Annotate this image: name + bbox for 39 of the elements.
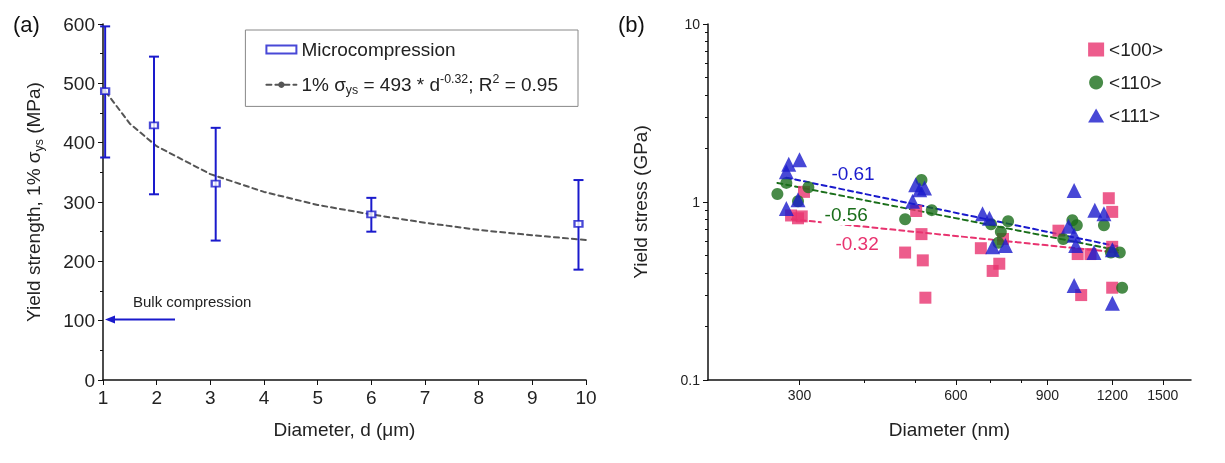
x-tick-label: 5: [312, 387, 323, 408]
annotation: -0.56: [824, 204, 868, 226]
y-tick-label: 100: [63, 310, 95, 332]
x-tick-label: 7: [419, 387, 431, 408]
annotation: -0.32: [835, 233, 879, 255]
y-tick-label: 0.1: [680, 372, 701, 388]
x-tick-label: 1500: [1147, 387, 1179, 403]
legend-label: <110>: [1109, 72, 1162, 93]
x-tick-label: 600: [944, 387, 968, 403]
chart-title: (a): [13, 11, 40, 37]
y-tick-label: 400: [63, 132, 95, 154]
x-tick-label: 4: [258, 387, 270, 408]
annotation: Bulk compression: [133, 293, 252, 311]
x-tick-label: 6: [366, 387, 377, 408]
legend-label: Microcompression: [301, 39, 456, 60]
annotation: -0.61: [831, 163, 875, 184]
x-tick-label: 9: [527, 387, 538, 408]
y-axis-title: Yield strength, 1% σys (MPa): [22, 82, 46, 322]
chart-title: (b): [618, 11, 645, 37]
x-tick-label: 3: [205, 387, 216, 408]
y-tick-label: 0: [84, 369, 95, 391]
x-axis-title: Diameter (nm): [888, 419, 1011, 440]
y-tick-label: 600: [63, 13, 95, 35]
x-tick-label: 10: [575, 387, 597, 408]
y-tick-label: 300: [63, 191, 95, 213]
x-tick-label: 300: [787, 387, 812, 403]
x-tick-label: 8: [473, 387, 484, 408]
x-axis-title: Diameter, d (μm): [273, 419, 416, 440]
x-tick-label: 900: [1035, 387, 1060, 403]
y-tick-label: 500: [63, 72, 95, 94]
x-tick-label: 2: [151, 387, 162, 408]
y-tick-label: 200: [63, 250, 95, 272]
legend-label: <100>: [1109, 39, 1164, 60]
x-tick-label: 1: [97, 387, 109, 408]
y-tick-label: 1: [692, 194, 701, 210]
y-tick-label: 10: [684, 16, 701, 32]
legend-label: <111>: [1109, 105, 1161, 126]
x-tick-label: 1200: [1096, 387, 1129, 403]
y-axis-title: Yield stress (GPa): [630, 125, 651, 279]
